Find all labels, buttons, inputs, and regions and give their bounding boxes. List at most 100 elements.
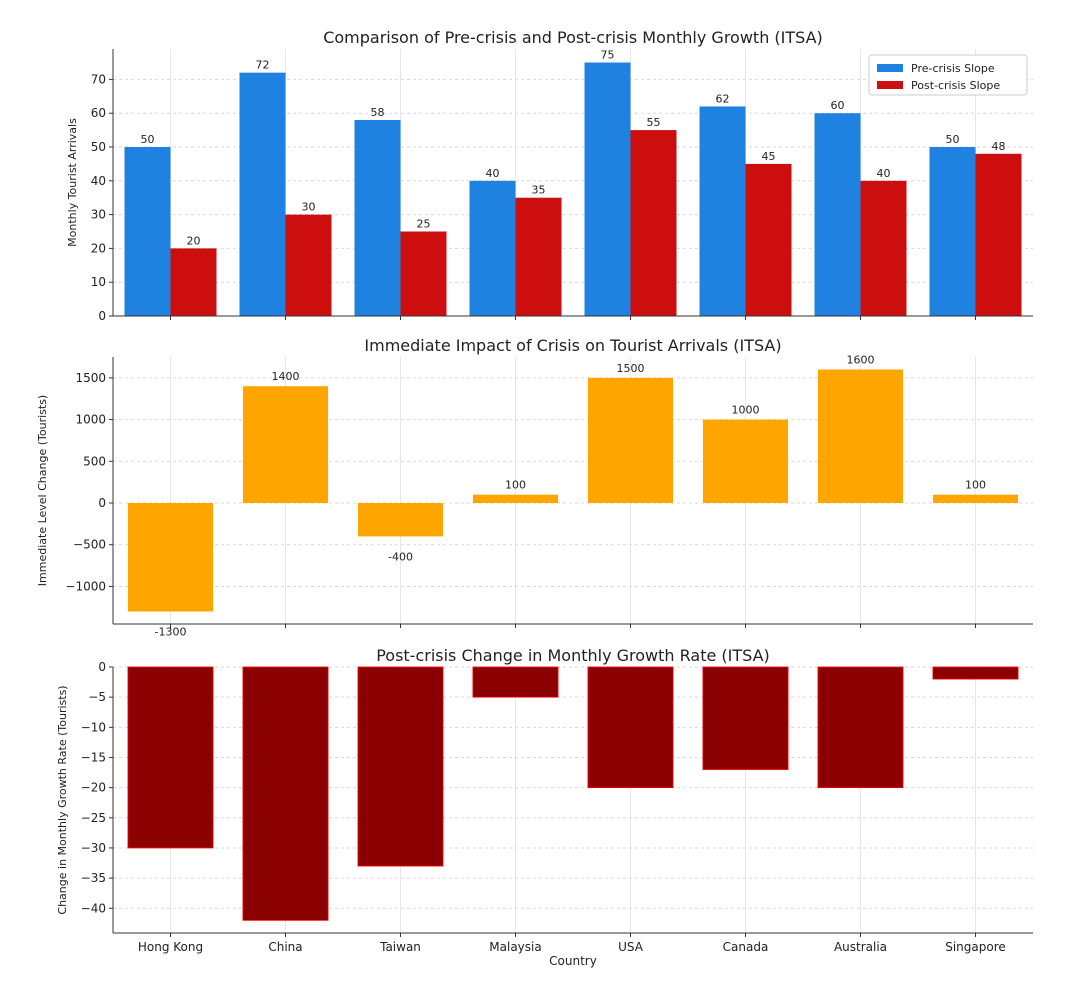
chart-title: Immediate Impact of Crisis on Tourist Ar… [364,336,781,355]
bar-china [242,666,329,921]
chart-panel-1: 50 72 58 40 75 62 60 50 20 30 25 35 55 45 40 48 0 10 20 30 4… [66,28,1033,323]
bar-singapore [932,666,1019,680]
data-label: 60 [831,99,845,112]
x-tick-label: China [268,940,302,954]
bar-pre-crisis-slope-china [239,72,286,316]
bar-post-crisis-slope-australia [860,180,907,316]
bar-post-crisis-slope-malaysia [515,197,562,316]
data-label: 20 [187,234,201,247]
data-label: -1300 [155,625,187,638]
y-tick-label: 50 [91,140,106,154]
y-tick-label: 0 [98,496,106,510]
bar-singapore [932,494,1019,504]
bar-australia [817,666,904,789]
y-tick-label: −500 [73,538,106,552]
data-label: 100 [965,479,986,492]
bar-pre-crisis-slope-singapore [929,147,976,316]
y-tick-label: −10 [81,720,106,734]
data-label: 1000 [732,404,760,417]
bar-pre-crisis-slope-usa [584,62,631,317]
y-tick-label: −15 [81,750,106,764]
y-tick-label: 10 [91,275,106,289]
bar-taiwan [357,666,444,867]
bar-post-crisis-slope-china [285,214,332,316]
bar-usa [587,377,674,504]
bar-pre-crisis-slope-taiwan [354,119,401,316]
y-tick-label: 60 [91,106,106,120]
y-tick-label: −1000 [65,579,106,593]
x-tick-label: Taiwan [379,940,421,954]
bar-pre-crisis-slope-canada [699,106,746,317]
x-tick-label: Singapore [945,940,1006,954]
bar-taiwan [357,503,444,537]
legend-label: Pre-crisis Slope [911,62,995,75]
data-label: 35 [532,184,546,197]
data-label: 75 [601,49,615,62]
legend-swatch [877,64,903,72]
y-tick-label: −20 [81,781,106,795]
legend-swatch [877,81,903,89]
data-label: 30 [302,201,316,214]
y-tick-label: −30 [81,841,106,855]
data-label: 45 [762,150,776,163]
data-label: 48 [992,140,1006,153]
bar-post-crisis-slope-hong-kong [170,248,217,316]
legend-label: Post-crisis Slope [911,79,1000,92]
data-label: 50 [946,133,960,146]
data-label: 72 [256,59,270,72]
data-label: 25 [417,218,431,231]
y-tick-label: 0 [98,309,106,323]
bar-china [242,386,329,504]
legend: Pre-crisis Slope Post-crisis Slope [868,54,1028,96]
bar-post-crisis-slope-canada [745,163,792,316]
x-tick-label: Canada [723,940,769,954]
chart-title: Post-crisis Change in Monthly Growth Rat… [376,646,770,665]
bar-post-crisis-slope-taiwan [400,231,447,316]
data-label: 1600 [847,354,875,367]
y-tick-label: 40 [91,174,106,188]
x-tick-label: Malaysia [489,940,541,954]
data-label: 100 [505,479,526,492]
x-tick-label: USA [618,940,644,954]
data-label: -400 [388,550,413,563]
x-axis-label: Country [549,954,597,968]
bar-hong-kong [127,666,214,849]
x-tick-label: Australia [834,940,887,954]
bar-malaysia [472,494,559,504]
y-tick-label: 0 [98,660,106,674]
y-tick-label: −40 [81,901,106,915]
data-label: 55 [647,116,661,129]
chart-panel-3: −40 −35 −30 −25 −20 −15 −10 −5 0 Hong Kong China Ta… [56,646,1033,968]
bar-canada [702,666,789,770]
data-label: 1500 [617,362,645,375]
y-tick-label: 1500 [75,371,106,385]
y-tick-label: 30 [91,208,106,222]
y-tick-label: 70 [91,72,106,86]
y-axis-label: Immediate Level Change (Tourists) [36,395,49,586]
bar-canada [702,419,789,504]
data-label: 62 [716,92,730,105]
bar-pre-crisis-slope-australia [814,113,861,317]
bar-usa [587,666,674,789]
legend-box [868,54,1028,96]
data-label: 50 [141,133,155,146]
bar-pre-crisis-slope-malaysia [469,180,516,316]
bar-post-crisis-slope-singapore [975,153,1022,316]
y-tick-label: 20 [91,241,106,255]
data-label: 40 [486,167,500,180]
y-axis-label: Change in Monthly Growth Rate (Tourists) [56,685,69,914]
y-tick-label: −5 [88,690,106,704]
x-tick-label: Hong Kong [138,940,203,954]
bar-malaysia [472,666,559,698]
y-tick-label: −25 [81,811,106,825]
data-label: 58 [371,106,385,119]
bar-pre-crisis-slope-hong-kong [124,147,171,316]
y-axis-label: Monthly Tourist Arrivals [66,118,79,247]
bar-hong-kong [127,503,214,612]
data-label: 40 [877,167,891,180]
bar-post-crisis-slope-usa [630,130,677,316]
bar-australia [817,369,904,504]
data-label: 1400 [272,370,300,383]
